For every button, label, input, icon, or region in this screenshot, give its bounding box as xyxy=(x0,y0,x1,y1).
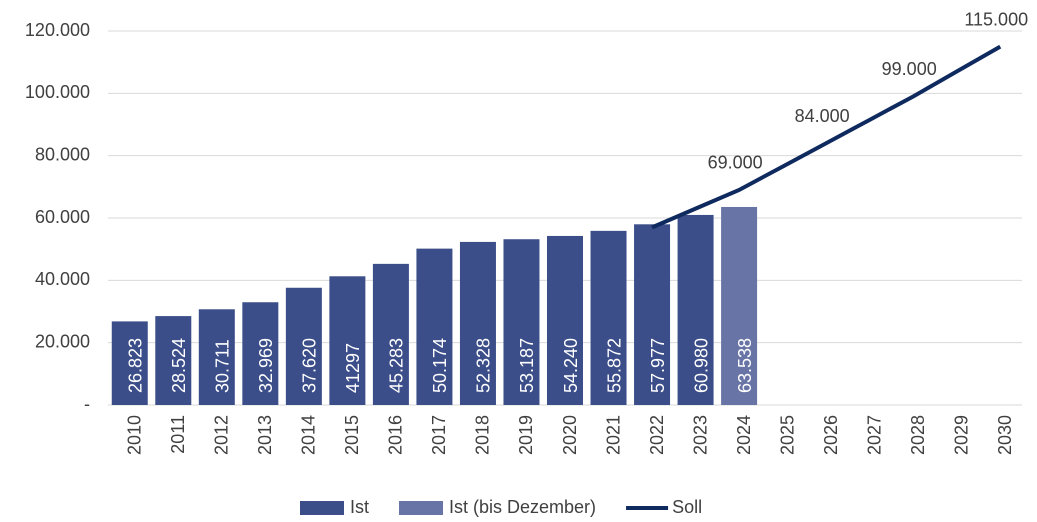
x-tick-label: 2017 xyxy=(429,415,449,455)
data-label: 26.823 xyxy=(126,338,146,393)
y-tick-label: 20.000 xyxy=(35,331,90,351)
x-tick-label: 2030 xyxy=(995,415,1015,455)
y-tick-label: 120.000 xyxy=(25,20,90,40)
bar xyxy=(721,206,758,405)
bar xyxy=(329,276,366,405)
y-tick-label: 80.000 xyxy=(35,144,90,164)
data-label: 45.283 xyxy=(387,338,407,393)
bar xyxy=(111,321,148,405)
bar xyxy=(198,309,235,405)
data-label: 53.187 xyxy=(517,338,537,393)
x-tick-label: 2028 xyxy=(908,415,928,455)
legend-label: Ist (bis Dezember) xyxy=(449,497,596,517)
legend-swatch xyxy=(399,501,444,515)
bar xyxy=(372,263,409,405)
data-label: 60.980 xyxy=(691,338,711,393)
x-tick-label: 2022 xyxy=(647,415,667,455)
data-label: 99.000 xyxy=(882,59,937,79)
bar xyxy=(503,239,540,405)
legend-label: Ist xyxy=(350,497,369,517)
x-tick-label: 2018 xyxy=(473,415,493,455)
x-tick-label: 2012 xyxy=(212,415,232,455)
bar xyxy=(242,302,279,405)
data-label: 37.620 xyxy=(300,338,320,393)
data-label: 63.538 xyxy=(735,338,755,393)
bar xyxy=(547,235,583,405)
x-tick-label: 2029 xyxy=(951,415,971,455)
legend-label: Soll xyxy=(672,497,702,517)
bar xyxy=(155,316,192,405)
x-tick-label: 2025 xyxy=(777,415,797,455)
bar xyxy=(677,214,714,405)
data-label: 57.977 xyxy=(648,338,668,393)
data-label: 50.174 xyxy=(430,338,450,393)
bar xyxy=(285,287,322,405)
data-label: 84.000 xyxy=(795,106,850,126)
x-tick-label: 2026 xyxy=(821,415,841,455)
y-tick-label: 40.000 xyxy=(35,269,90,289)
data-label: 69.000 xyxy=(708,153,763,173)
bar xyxy=(459,241,496,405)
x-tick-label: 2023 xyxy=(690,415,710,455)
x-tick-label: 2011 xyxy=(168,415,188,454)
bar xyxy=(634,224,671,405)
bar xyxy=(416,248,453,405)
data-label: 41297 xyxy=(343,343,363,393)
x-tick-label: 2027 xyxy=(864,415,884,455)
x-tick-label: 2016 xyxy=(386,415,406,455)
bar xyxy=(590,230,627,405)
x-tick-label: 2015 xyxy=(342,415,362,455)
x-tick-label: 2013 xyxy=(255,415,275,455)
y-tick-label: - xyxy=(84,394,90,414)
line xyxy=(651,44,1002,230)
legend-swatch xyxy=(300,501,344,515)
y-tick-label: 60.000 xyxy=(35,207,90,227)
x-tick-label: 2020 xyxy=(560,415,580,455)
data-label: 54.240 xyxy=(561,338,581,393)
x-tick-label: 2010 xyxy=(125,415,145,455)
x-tick-label: 2024 xyxy=(734,415,754,455)
data-label: 32.969 xyxy=(256,338,276,393)
data-label: 30.711 xyxy=(213,339,233,393)
x-tick-label: 2021 xyxy=(603,415,623,455)
x-tick-label: 2014 xyxy=(299,415,319,455)
data-label: 28.524 xyxy=(169,338,189,393)
data-label: 52.328 xyxy=(474,338,494,393)
data-label: 115.000 xyxy=(964,9,1028,29)
y-tick-label: 100.000 xyxy=(25,82,90,102)
data-label: 55.872 xyxy=(604,338,624,393)
x-tick-label: 2019 xyxy=(516,415,536,455)
